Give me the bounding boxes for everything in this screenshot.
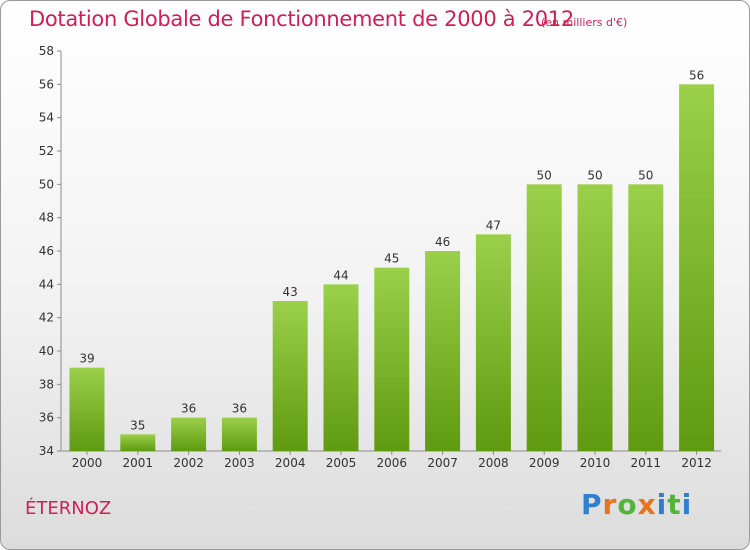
data-label: 45 — [384, 252, 399, 266]
data-label: 35 — [130, 418, 145, 432]
logo-letter: P — [581, 488, 603, 521]
x-tick-label: 2002 — [173, 456, 204, 470]
y-tick-label: 34 — [39, 444, 54, 458]
commune-name: ÉTERNOZ — [25, 498, 112, 519]
x-tick-label: 2000 — [72, 456, 103, 470]
y-tick-label: 56 — [39, 77, 54, 91]
y-tick-label: 58 — [39, 44, 54, 58]
data-label: 39 — [79, 352, 94, 366]
x-tick-label: 2009 — [529, 456, 560, 470]
y-tick-label: 36 — [39, 411, 54, 425]
x-tick-label: 2004 — [275, 456, 306, 470]
bar — [69, 367, 105, 451]
bar — [526, 184, 562, 452]
chart-title: Dotation Globale de Fonctionnement de 20… — [29, 7, 574, 31]
data-label: 43 — [283, 285, 298, 299]
bar — [679, 84, 715, 451]
data-label: 50 — [638, 168, 653, 182]
bar — [221, 417, 257, 451]
logo-letter: r — [602, 488, 618, 521]
x-tick-label: 2011 — [631, 456, 662, 470]
x-tick-label: 2008 — [478, 456, 509, 470]
y-tick-label: 52 — [39, 144, 54, 158]
data-label: 44 — [333, 268, 348, 282]
logo-letter: i — [656, 488, 668, 521]
y-tick-label: 46 — [39, 244, 54, 258]
y-tick-label: 40 — [39, 344, 54, 358]
data-label: 47 — [486, 218, 501, 232]
logo-letter: x — [637, 488, 657, 521]
data-label: 50 — [587, 168, 602, 182]
bar — [272, 301, 308, 451]
y-tick-label: 54 — [39, 111, 54, 125]
bar — [120, 434, 156, 451]
bar — [628, 184, 664, 452]
y-tick-label: 42 — [39, 311, 54, 325]
y-tick-label: 44 — [39, 277, 54, 291]
logo-letter: o — [617, 488, 638, 521]
bar — [171, 417, 207, 451]
y-tick-label: 48 — [39, 211, 54, 225]
x-tick-label: 2012 — [681, 456, 712, 470]
logo-letter: t — [667, 488, 682, 521]
data-label: 36 — [181, 402, 196, 416]
chart-unit: (en milliers d'€) — [541, 16, 628, 29]
logo-letter: i — [681, 488, 693, 521]
data-label: 46 — [435, 235, 450, 249]
bar — [374, 267, 410, 451]
x-tick-label: 2003 — [224, 456, 255, 470]
data-label: 56 — [689, 68, 704, 82]
data-label: 36 — [232, 402, 247, 416]
y-tick-label: 38 — [39, 377, 54, 391]
y-tick-label: 50 — [39, 177, 54, 191]
bar — [475, 234, 511, 451]
proxiti-logo[interactable]: Proxiti — [581, 488, 692, 521]
x-tick-label: 2006 — [377, 456, 408, 470]
bar — [425, 251, 461, 451]
x-tick-label: 2007 — [427, 456, 458, 470]
bar — [577, 184, 613, 452]
data-label: 50 — [537, 168, 552, 182]
x-tick-label: 2005 — [326, 456, 357, 470]
x-tick-label: 2010 — [580, 456, 611, 470]
bar — [323, 284, 359, 451]
x-tick-label: 2001 — [123, 456, 154, 470]
